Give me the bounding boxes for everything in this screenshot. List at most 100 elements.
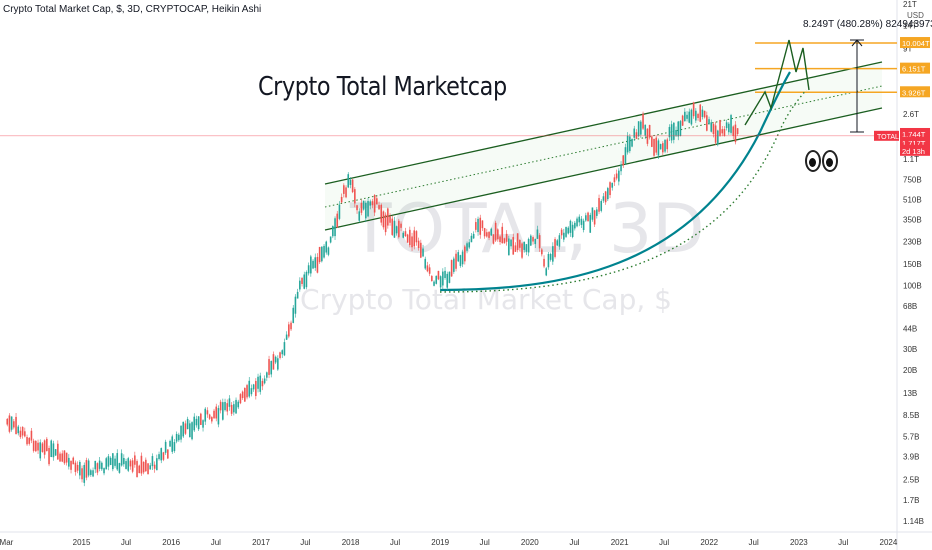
candle-body bbox=[54, 449, 57, 456]
candle-body bbox=[312, 260, 314, 269]
price-tick-label: 2.5B bbox=[903, 476, 919, 485]
candle-body bbox=[545, 268, 548, 276]
candle-body bbox=[611, 182, 614, 188]
candle-body bbox=[28, 437, 31, 444]
candle-body bbox=[112, 453, 114, 470]
candle-body bbox=[508, 238, 510, 256]
measure-label: 8.249T (480.28%) 8249439739 bbox=[803, 19, 932, 30]
candle-body bbox=[360, 202, 363, 213]
candle-body bbox=[387, 208, 389, 226]
candle-body bbox=[525, 244, 528, 252]
candle-body bbox=[470, 235, 473, 243]
candle-body bbox=[46, 438, 48, 452]
eyes-icon[interactable] bbox=[805, 150, 839, 177]
candle-body bbox=[411, 236, 413, 248]
candle-body bbox=[431, 276, 433, 282]
candle-body bbox=[226, 403, 229, 412]
candle-body bbox=[140, 455, 143, 474]
annotation-title[interactable]: Crypto Total Marketcap bbox=[258, 72, 507, 102]
candle-body bbox=[307, 265, 310, 274]
candle-body bbox=[208, 414, 211, 419]
candle-body bbox=[74, 462, 77, 472]
parabolic-curve bbox=[439, 71, 791, 292]
candle-body bbox=[466, 243, 468, 251]
candle-body bbox=[202, 420, 204, 428]
candle-body bbox=[675, 130, 677, 136]
candle-body bbox=[39, 442, 42, 459]
candle-body bbox=[193, 416, 196, 431]
candle-body bbox=[483, 228, 486, 237]
candle-body bbox=[369, 201, 372, 206]
price-tick-label: 30B bbox=[903, 345, 917, 354]
candle-body bbox=[105, 458, 108, 470]
candle-body bbox=[455, 253, 457, 269]
candle-body bbox=[728, 123, 730, 133]
candle-body bbox=[488, 231, 490, 238]
candle-body bbox=[246, 385, 248, 398]
candle-body bbox=[530, 235, 532, 246]
candle-body bbox=[580, 218, 583, 225]
candle-body bbox=[677, 121, 680, 137]
candles-group bbox=[6, 101, 739, 487]
candle-body bbox=[692, 102, 695, 117]
candle-body bbox=[340, 196, 343, 203]
candle-body bbox=[472, 233, 475, 239]
candle-body bbox=[327, 247, 330, 255]
candle-body bbox=[420, 242, 422, 258]
candle-body bbox=[404, 231, 407, 237]
time-tick-label: Jul bbox=[749, 538, 759, 547]
candle-body bbox=[519, 240, 521, 248]
candle-body bbox=[142, 461, 145, 473]
projection-path bbox=[744, 39, 810, 126]
candle-body bbox=[19, 430, 22, 438]
candle-body bbox=[642, 113, 644, 129]
candle-body bbox=[213, 410, 215, 419]
candle-body bbox=[549, 253, 552, 260]
price-badge-label: 1.717T bbox=[902, 139, 926, 148]
candle-body bbox=[637, 121, 640, 137]
candle-body bbox=[712, 124, 715, 134]
price-badge bbox=[900, 62, 930, 74]
candle-body bbox=[602, 196, 605, 201]
price-tick-label: 3.9B bbox=[903, 452, 919, 461]
candle-body bbox=[547, 254, 550, 268]
candle-body bbox=[589, 214, 592, 233]
time-tick-label: 2015 bbox=[73, 538, 91, 547]
candle-body bbox=[376, 198, 378, 205]
candle-body bbox=[50, 440, 53, 458]
price-badge bbox=[900, 86, 930, 98]
candle-body bbox=[444, 270, 446, 279]
candle-body bbox=[609, 182, 611, 196]
candle-body bbox=[400, 223, 402, 228]
candle-body bbox=[560, 229, 563, 236]
price-badge bbox=[900, 37, 930, 49]
candle-body bbox=[574, 222, 576, 229]
candle-body bbox=[620, 164, 622, 172]
time-tick-label: 2016 bbox=[162, 538, 180, 547]
price-tick-label: 21T bbox=[903, 0, 917, 9]
candle-body bbox=[670, 124, 673, 141]
price-tick-label: 100B bbox=[903, 281, 922, 290]
candle-body bbox=[164, 441, 167, 453]
candle-body bbox=[673, 122, 675, 140]
candle-body bbox=[294, 296, 297, 314]
candle-body bbox=[189, 423, 191, 438]
candle-body bbox=[285, 334, 288, 340]
candle-body bbox=[149, 465, 152, 470]
candle-body bbox=[666, 139, 669, 150]
time-tick-label: Jul bbox=[390, 538, 400, 547]
candle-body bbox=[681, 115, 684, 126]
candle-body bbox=[448, 271, 451, 283]
candle-body bbox=[162, 452, 165, 460]
candle-body bbox=[332, 226, 334, 237]
price-tick-label: 1.14B bbox=[903, 517, 924, 526]
candle-body bbox=[719, 119, 721, 136]
time-tick-label: 2019 bbox=[431, 538, 449, 547]
candle-body bbox=[134, 455, 136, 465]
candle-body bbox=[323, 245, 325, 258]
candle-body bbox=[191, 422, 193, 440]
watermark-ticker: TOTAL, 3D bbox=[350, 190, 705, 269]
candle-body bbox=[41, 443, 44, 452]
